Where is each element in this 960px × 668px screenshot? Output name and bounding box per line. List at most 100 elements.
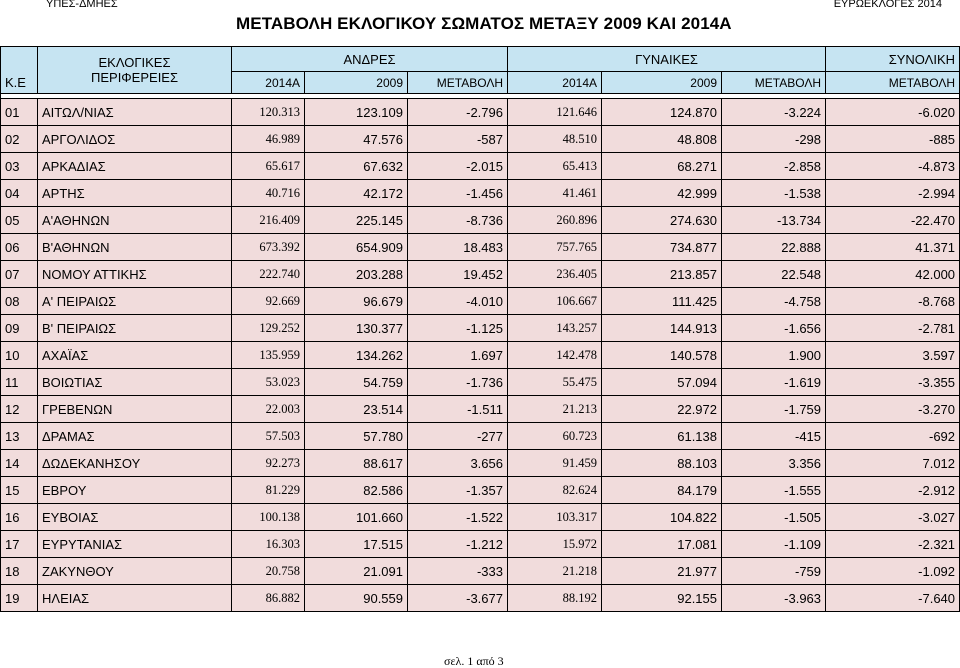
cell-total-change: 7.012 [825,449,960,477]
cell-men-2009: 134.262 [304,341,408,369]
cell-region-name: ΗΛΕΙΑΣ [37,584,232,612]
table-row: 10 ΑΧΑΪΑΣ 135.959 134.262 1.697 142.478 140.57… [0,341,960,369]
cell-women-change: -759 [720,557,827,585]
top-header: ΥΠΕΣ-ΔΜΗΕΣ ΕΥΡΩΕΚΛΟΓΕΣ 2014 [0,0,960,10]
cell-men-2014a: 120.313 [231,98,305,126]
cell-region-name: ΑΡΤΗΣ [37,179,232,207]
cell-men-change: 3.656 [407,449,508,477]
header-agency: ΥΠΕΣ-ΔΜΗΕΣ [46,0,118,10]
sub-header-women-change: ΜΕΤΑΒΟΛΗ [720,71,827,94]
cell-code: 18 [0,557,38,585]
cell-code: 01 [0,98,38,126]
cell-region-name: ΖΑΚΥΝΘΟΥ [37,557,232,585]
cell-women-2014a: 88.192 [507,584,602,612]
cell-total-change: 42.000 [825,260,960,288]
sub-header-men-2014a: 2014Α [231,71,305,94]
cell-women-2014a: 65.413 [507,152,602,180]
table-row: 03 ΑΡΚΑΔΙΑΣ 65.617 67.632 -2.015 65.413 68.271… [0,152,960,180]
group-header-men: ΑΝΔΡΕΣ [231,46,508,72]
table-row: 13 ΔΡΑΜΑΣ 57.503 57.780 -277 60.723 61.138 -415… [0,422,960,450]
cell-code: 19 [0,584,38,612]
cell-code: 08 [0,287,38,315]
table-row: 08 Α' ΠΕΙΡΑΙΩΣ 92.669 96.679 -4.010 106.667 11… [0,287,960,315]
table-row: 15 ΕΒΡΟΥ 81.229 82.586 -1.357 82.624 84.179 -1.… [0,476,960,504]
cell-men-2014a: 22.003 [231,395,305,423]
cell-total-change: -8.768 [825,287,960,315]
cell-men-2014a: 222.740 [231,260,305,288]
cell-code: 11 [0,368,38,396]
cell-region-name: ΝΟΜΟΥ ΑΤΤΙΚΗΣ [37,260,232,288]
cell-region-name: ΔΩΔΕΚΑΝΗΣΟΥ [37,449,232,477]
cell-men-2009: 88.617 [304,449,408,477]
cell-women-2014a: 15.972 [507,530,602,558]
cell-code: 06 [0,233,38,261]
cell-total-change: -22.470 [825,206,960,234]
cell-men-2014a: 46.989 [231,125,305,153]
cell-men-2014a: 129.252 [231,314,305,342]
cell-women-2014a: 21.213 [507,395,602,423]
col-header-region-line1: ΕΚΛΟΓΙΚΕΣ [98,55,171,70]
cell-women-2009: 88.103 [601,449,722,477]
cell-women-2014a: 142.478 [507,341,602,369]
cell-women-2009: 48.808 [601,125,722,153]
cell-code: 12 [0,395,38,423]
table-row: 09 Β' ΠΕΙΡΑΙΩΣ 129.252 130.377 -1.125 143.257… [0,314,960,342]
cell-region-name: Β' ΠΕΙΡΑΙΩΣ [37,314,232,342]
cell-women-change: -13.734 [720,206,827,234]
cell-women-change: -1.505 [720,503,827,531]
cell-women-2014a: 757.765 [507,233,602,261]
cell-men-change: -1.511 [407,395,508,423]
cell-women-2009: 68.271 [601,152,722,180]
cell-code: 14 [0,449,38,477]
cell-women-2009: 57.094 [601,368,722,396]
cell-women-2014a: 21.218 [507,557,602,585]
cell-total-change: -7.640 [825,584,960,612]
cell-region-name: ΕΥΒΟΙΑΣ [37,503,232,531]
cell-men-2009: 17.515 [304,530,408,558]
cell-women-change: -3.963 [720,584,827,612]
sub-header-total-change: ΜΕΤΑΒΟΛΗ [825,71,960,94]
cell-men-change: -2.796 [407,98,508,126]
cell-region-name: ΑΙΤΩΛ/ΝΙΑΣ [37,98,232,126]
cell-women-2009: 92.155 [601,584,722,612]
cell-total-change: -3.027 [825,503,960,531]
cell-women-2009: 111.425 [601,287,722,315]
cell-men-2009: 123.109 [304,98,408,126]
cell-code: 09 [0,314,38,342]
cell-women-2014a: 121.646 [507,98,602,126]
sub-header-men-2009: 2009 [304,71,408,94]
cell-men-2009: 47.576 [304,125,408,153]
cell-total-change: -6.020 [825,98,960,126]
cell-men-change: -1.522 [407,503,508,531]
cell-men-2009: 21.091 [304,557,408,585]
cell-women-2009: 104.822 [601,503,722,531]
sub-header-women-2009: 2009 [601,71,722,94]
cell-women-2009: 21.977 [601,557,722,585]
cell-region-name: ΕΥΡΥΤΑΝΙΑΣ [37,530,232,558]
col-header-region: ΕΚΛΟΓΙΚΕΣ ΠΕΡΙΦΕΡΕΙΕΣ [37,46,232,94]
table-row: 01 ΑΙΤΩΛ/ΝΙΑΣ 120.313 123.109 -2.796 121.646 1… [0,98,960,126]
cell-men-2014a: 100.138 [231,503,305,531]
table-row: 02 ΑΡΓΟΛΙΔΟΣ 46.989 47.576 -587 48.510 48.808-… [0,125,960,153]
table-row: 05 Α'ΑΘΗΝΩΝ 216.409 225.145 -8.736 260.896 274… [0,206,960,234]
electorate-table: Κ.Ε ΕΚΛΟΓΙΚΕΣ ΠΕΡΙΦΕΡΕΙΕΣ ΑΝΔΡΕΣ ΓΥΝΑΙΚΕ… [0,46,960,612]
cell-men-2014a: 40.716 [231,179,305,207]
cell-code: 10 [0,341,38,369]
cell-total-change: -692 [825,422,960,450]
cell-men-change: -3.677 [407,584,508,612]
cell-code: 15 [0,476,38,504]
table-row: 11 ΒΟΙΩΤΙΑΣ 53.023 54.759 -1.736 55.475 57.094… [0,368,960,396]
cell-women-change: -298 [720,125,827,153]
cell-men-change: 1.697 [407,341,508,369]
cell-women-change: 3.356 [720,449,827,477]
cell-men-2009: 54.759 [304,368,408,396]
cell-men-change: -587 [407,125,508,153]
cell-region-name: ΒΟΙΩΤΙΑΣ [37,368,232,396]
cell-total-change: -2.912 [825,476,960,504]
cell-region-name: ΔΡΑΜΑΣ [37,422,232,450]
cell-women-2009: 144.913 [601,314,722,342]
cell-women-change: 22.548 [720,260,827,288]
cell-code: 17 [0,530,38,558]
cell-women-2009: 274.630 [601,206,722,234]
cell-code: 05 [0,206,38,234]
